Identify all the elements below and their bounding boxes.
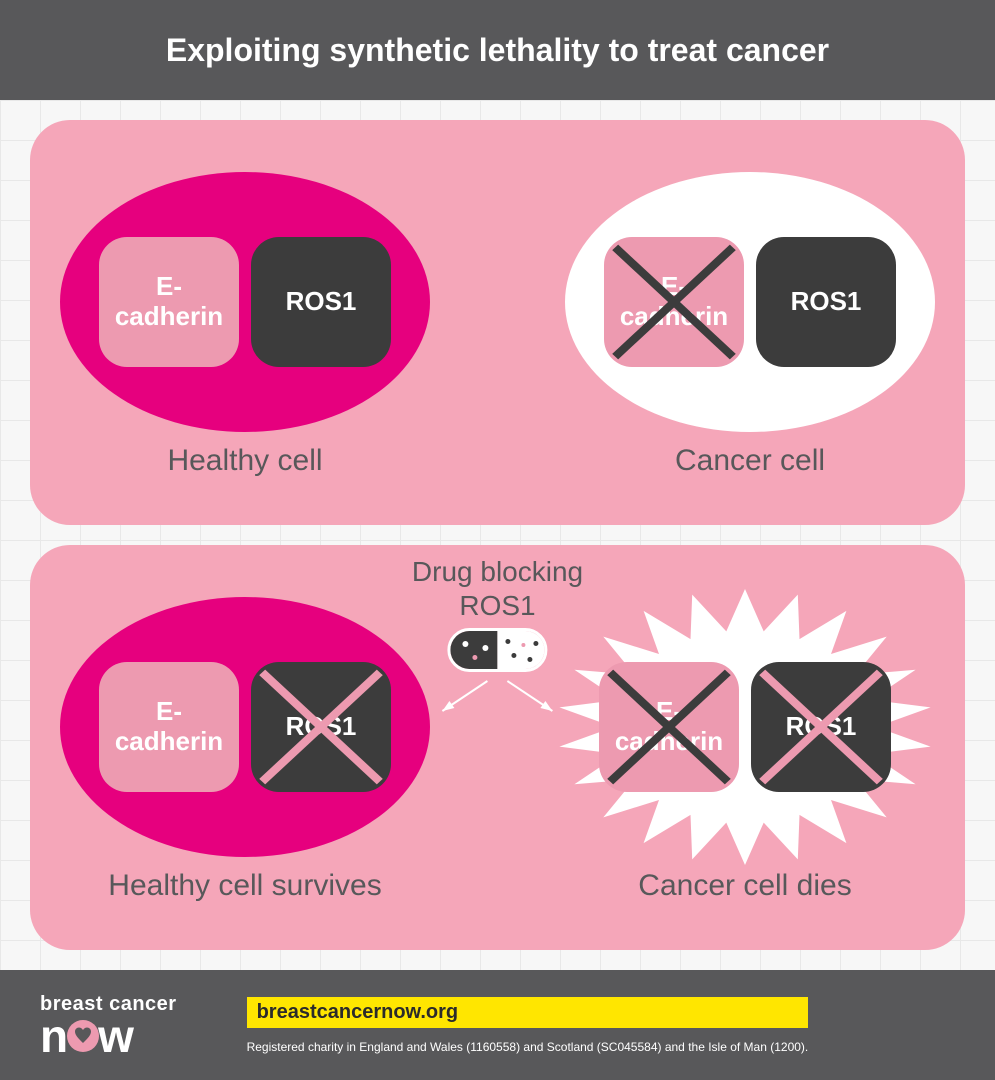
ecadherin-label: E- cadherin <box>115 697 223 757</box>
cancer-cell-block: E- cadherin ROS1 Cancer cell <box>565 172 935 478</box>
cancer-dies-block: E- cadherin ROS1 <box>555 597 935 903</box>
panel-top: E- cadherin ROS1 Healthy cell E- cadheri… <box>30 120 965 525</box>
ecadherin-label: E- cadherin <box>115 272 223 332</box>
healthy-survives-caption: Healthy cell survives <box>108 869 381 903</box>
header-bar: Exploiting synthetic lethality to treat … <box>0 0 995 100</box>
healthy-cell-caption: Healthy cell <box>167 444 322 478</box>
cancer-dies-caption: Cancer cell dies <box>638 869 851 903</box>
ros1-box: ROS1 <box>756 237 896 367</box>
footer-right: breastcancernow.org Registered charity i… <box>247 997 809 1054</box>
ros1-label: ROS1 <box>791 287 862 317</box>
logo: breast cancer n w <box>40 993 177 1057</box>
pill-right <box>497 631 544 669</box>
pill-left <box>450 631 497 669</box>
heart-icon <box>66 1019 100 1053</box>
ros1-box-crossed: ROS1 <box>751 662 891 792</box>
ecadherin-label: E- cadherin <box>615 697 723 757</box>
healthy-cell-ellipse: E- cadherin ROS1 <box>60 172 430 432</box>
drug-label: Drug blocking ROS1 <box>412 555 583 622</box>
ecadherin-box-crossed: E- cadherin <box>599 662 739 792</box>
panel-bottom: Drug blocking ROS1 <box>30 545 965 950</box>
ros1-box: ROS1 <box>251 237 391 367</box>
url-box: breastcancernow.org <box>247 997 809 1028</box>
page-title: Exploiting synthetic lethality to treat … <box>166 32 829 69</box>
footer-bar: breast cancer n w breastcancernow.org Re… <box>0 970 995 1080</box>
ros1-label: ROS1 <box>286 287 357 317</box>
logo-w: w <box>98 1016 134 1057</box>
ros1-label: ROS1 <box>286 712 357 742</box>
healthy-survives-block: E- cadherin ROS1 Healthy cell survives <box>60 597 430 903</box>
arrows-icon <box>427 676 567 716</box>
ecadherin-box: E- cadherin <box>99 237 239 367</box>
url-text: breastcancernow.org <box>257 1001 459 1023</box>
drug-block: Drug blocking ROS1 <box>412 555 583 716</box>
main-content: E- cadherin ROS1 Healthy cell E- cadheri… <box>0 100 995 970</box>
ecadherin-box-crossed: E- cadherin <box>604 237 744 367</box>
logo-n: n <box>40 1016 68 1057</box>
ecadherin-label: E- cadherin <box>620 272 728 332</box>
cancer-cell-caption: Cancer cell <box>675 444 825 478</box>
pill-icon <box>447 628 547 672</box>
logo-line2: n w <box>40 1016 177 1057</box>
ros1-box-crossed: ROS1 <box>251 662 391 792</box>
ecadherin-box: E- cadherin <box>99 662 239 792</box>
cancer-cell-ellipse: E- cadherin ROS1 <box>565 172 935 432</box>
charity-text: Registered charity in England and Wales … <box>247 1040 809 1054</box>
healthy-survives-ellipse: E- cadherin ROS1 <box>60 597 430 857</box>
ros1-label: ROS1 <box>786 712 857 742</box>
healthy-cell-block: E- cadherin ROS1 Healthy cell <box>60 172 430 478</box>
